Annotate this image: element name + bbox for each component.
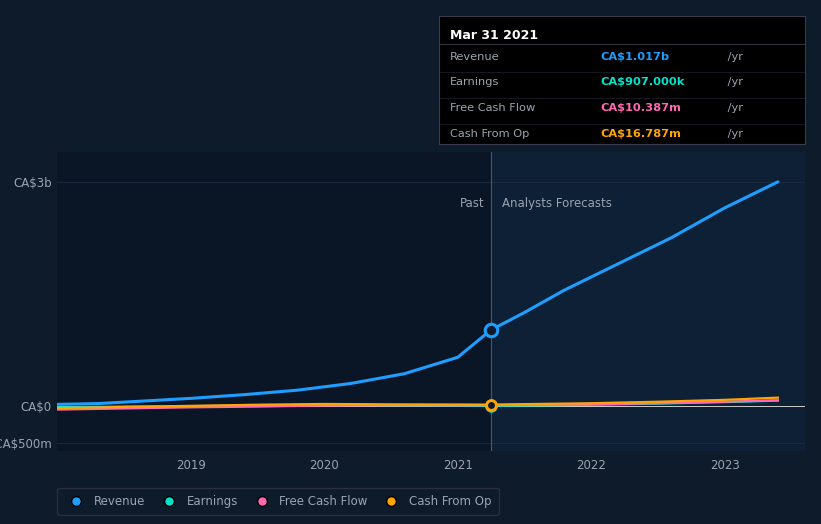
Text: Mar 31 2021: Mar 31 2021 [450, 28, 539, 41]
Text: CA$907.000k: CA$907.000k [600, 78, 685, 88]
Text: /yr: /yr [724, 129, 743, 139]
Text: CA$10.387m: CA$10.387m [600, 103, 681, 113]
Text: Free Cash Flow: Free Cash Flow [450, 103, 535, 113]
Bar [491, 152, 805, 451]
Text: /yr: /yr [724, 52, 743, 62]
Text: CA$16.787m: CA$16.787m [600, 129, 681, 139]
Text: CA$1.017b: CA$1.017b [600, 52, 669, 62]
Text: Earnings: Earnings [450, 78, 499, 88]
Text: Past: Past [460, 197, 484, 210]
Text: /yr: /yr [724, 78, 743, 88]
Bar [57, 152, 491, 451]
Text: Analysts Forecasts: Analysts Forecasts [502, 197, 612, 210]
Text: Revenue: Revenue [450, 52, 500, 62]
Text: /yr: /yr [724, 103, 743, 113]
Legend: Revenue, Earnings, Free Cash Flow, Cash From Op: Revenue, Earnings, Free Cash Flow, Cash … [57, 488, 498, 515]
Text: Cash From Op: Cash From Op [450, 129, 530, 139]
